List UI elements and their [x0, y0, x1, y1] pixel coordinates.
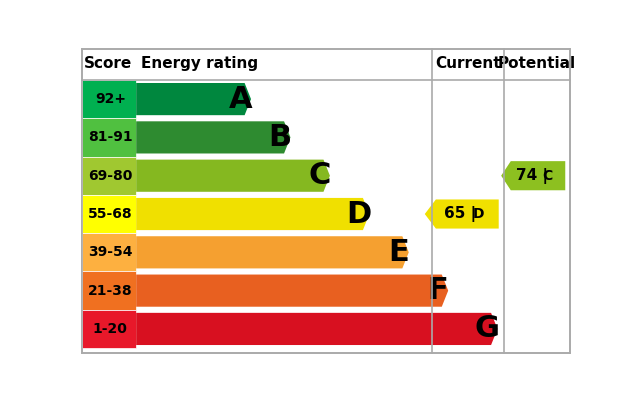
Text: B: B [268, 123, 292, 152]
Text: 92+: 92+ [95, 92, 126, 106]
Text: 69-80: 69-80 [88, 169, 132, 183]
Text: 21-38: 21-38 [88, 284, 133, 298]
Polygon shape [136, 313, 497, 345]
Text: C: C [308, 161, 331, 190]
Text: A: A [229, 85, 252, 113]
Text: Energy rating: Energy rating [141, 57, 258, 71]
Polygon shape [136, 160, 330, 192]
Text: D: D [347, 199, 371, 228]
Text: G: G [474, 314, 500, 343]
Polygon shape [136, 198, 370, 230]
Text: C: C [543, 169, 553, 183]
Polygon shape [425, 199, 499, 228]
Text: E: E [388, 238, 409, 267]
Bar [82, 118, 136, 156]
Polygon shape [501, 161, 565, 190]
Text: 55-68: 55-68 [88, 207, 133, 221]
Text: 39-54: 39-54 [88, 245, 132, 259]
Text: 65 |: 65 | [444, 206, 476, 222]
Bar [82, 195, 136, 233]
Text: Potential: Potential [498, 57, 576, 71]
Polygon shape [136, 83, 251, 115]
Bar [82, 271, 136, 310]
Polygon shape [136, 275, 448, 307]
Bar [82, 310, 136, 348]
Text: F: F [427, 276, 448, 305]
Bar [82, 233, 136, 271]
Text: 1-20: 1-20 [93, 322, 128, 336]
Bar [82, 80, 136, 118]
Text: D: D [473, 207, 484, 221]
Polygon shape [136, 236, 409, 268]
Text: 74 |: 74 | [516, 168, 548, 184]
Polygon shape [136, 121, 291, 154]
Text: Current: Current [435, 57, 501, 71]
Text: 81-91: 81-91 [88, 131, 133, 144]
Text: Score: Score [84, 57, 132, 71]
Bar [82, 156, 136, 195]
